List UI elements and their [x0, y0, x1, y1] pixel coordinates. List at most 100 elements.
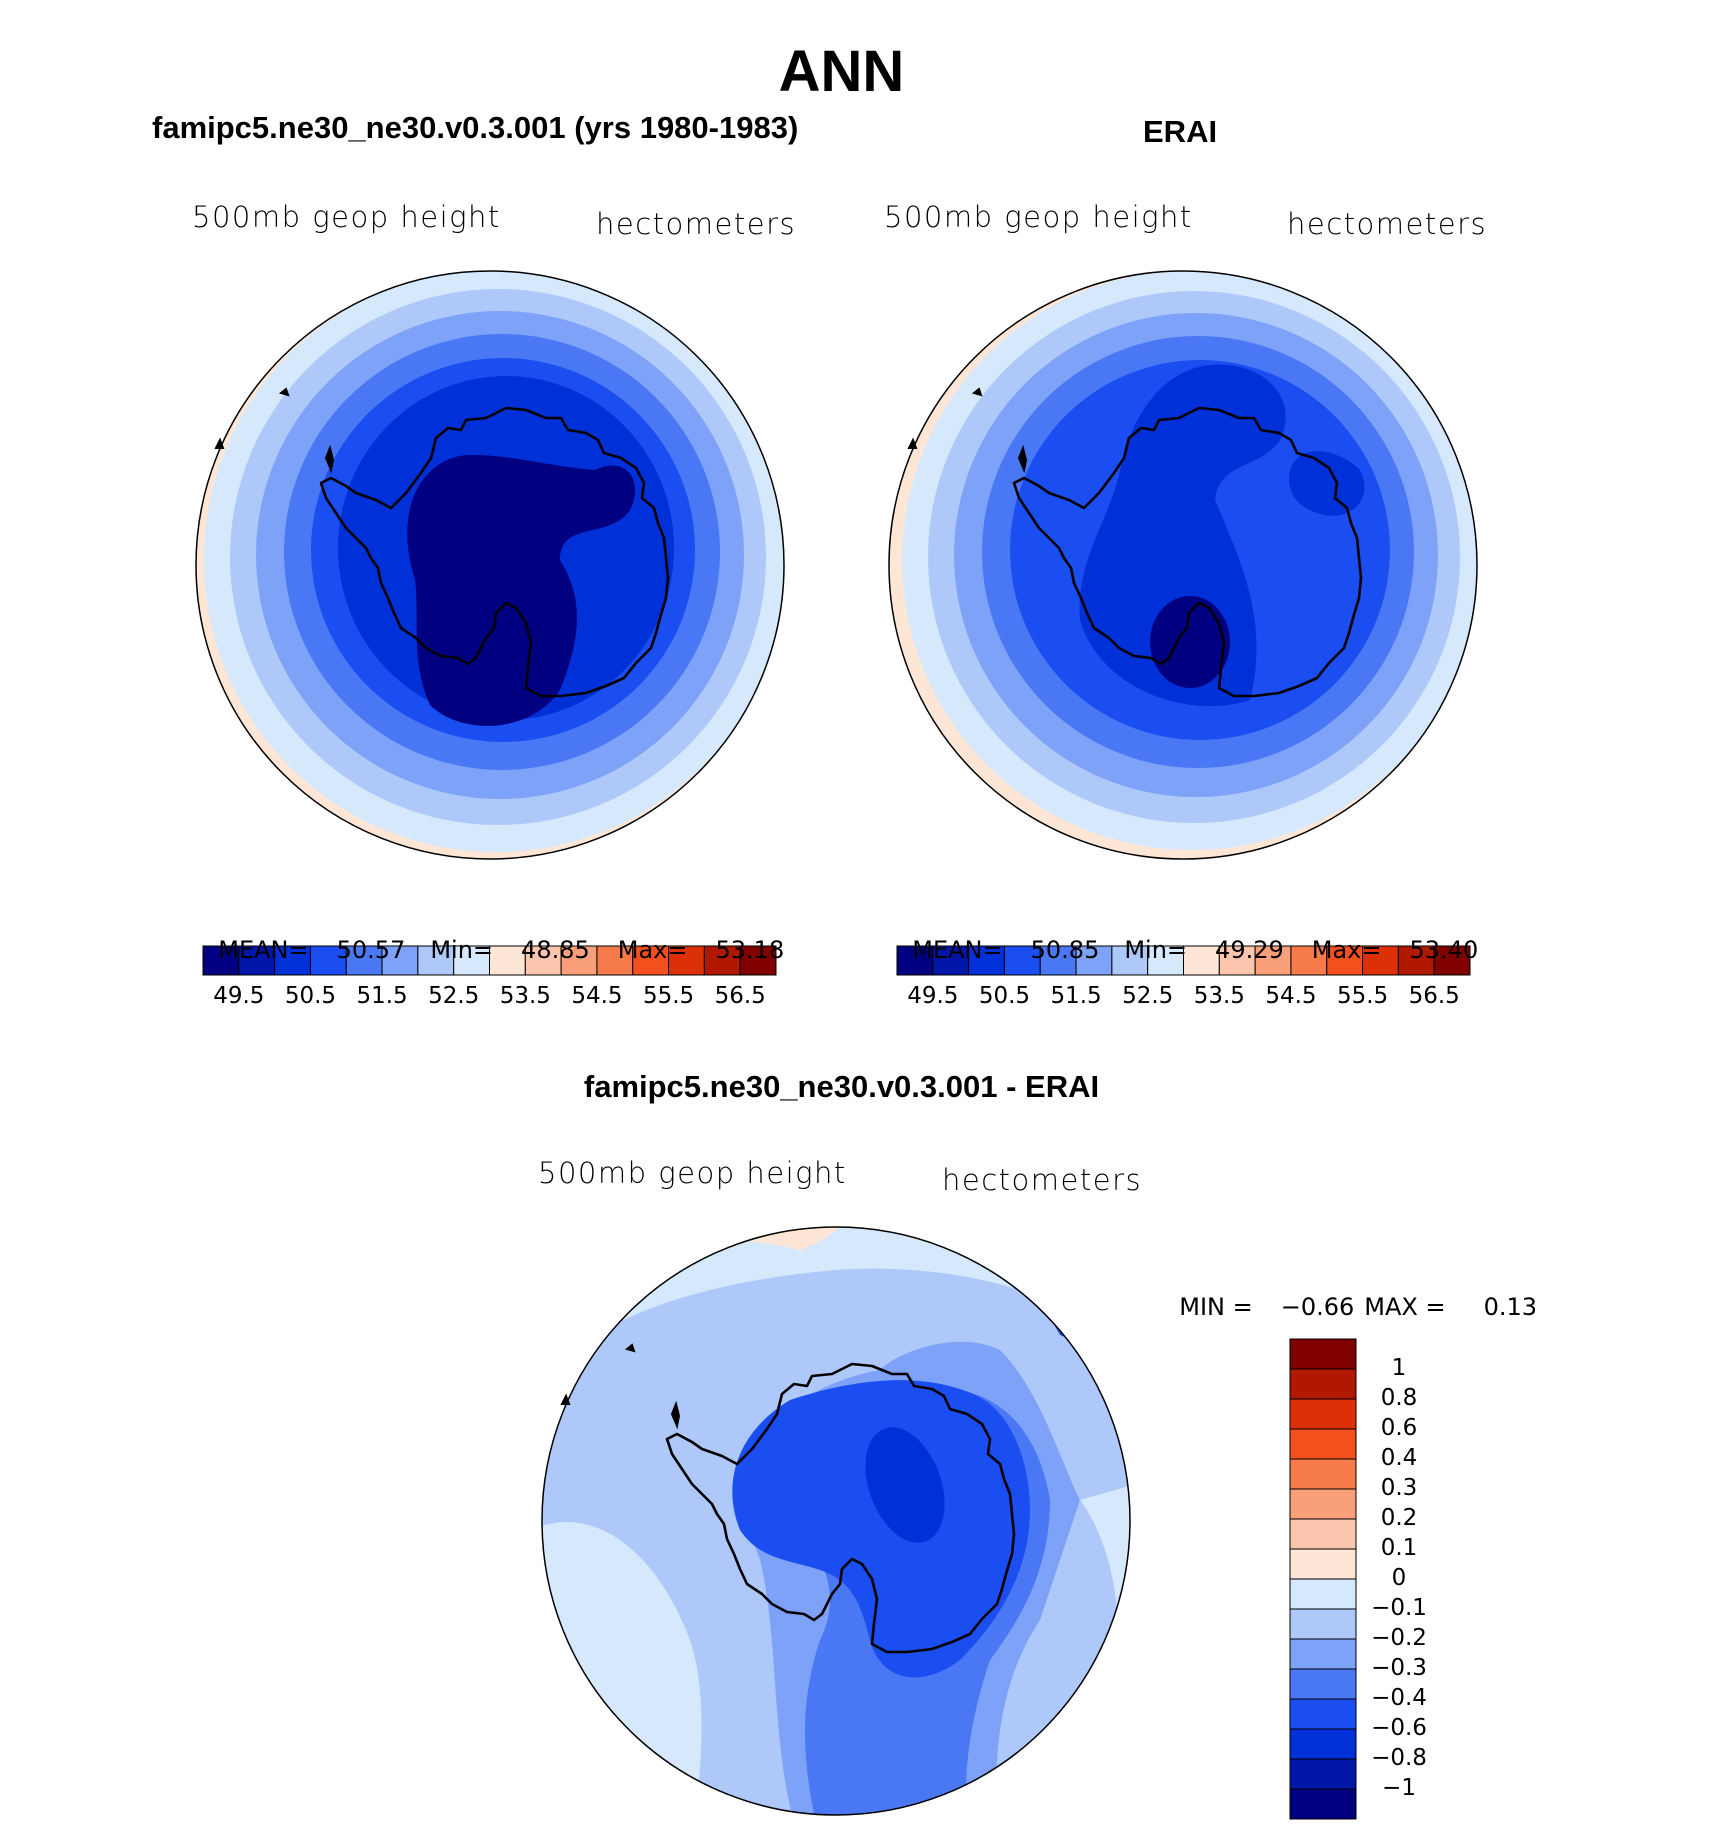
- panel3-colorbar-tick-label: 0.1: [1380, 1535, 1418, 1561]
- panel1-variable-label: 500mb geop height: [192, 200, 501, 234]
- panel3-colorbar-tick-label: −1: [1382, 1775, 1416, 1801]
- panel3-colorbar-cell: [1289, 1338, 1357, 1370]
- panel2-colorbar-cell: [1397, 945, 1435, 976]
- panel2-colorbar-tick-label: 51.5: [1050, 983, 1102, 1009]
- panel3-colorbar-cell: [1289, 1518, 1357, 1550]
- panel1-colorbar-cell: [668, 945, 705, 976]
- figure-title: ANN: [778, 39, 905, 104]
- panel2-max-value: 53.40: [1409, 936, 1479, 964]
- panel3-colorbar-cell: [1289, 1398, 1357, 1430]
- panel1-colorbar-cell: [345, 945, 383, 976]
- panel3-colorbar-cell: [1289, 1458, 1357, 1490]
- panel3-subtitle: famipc5.ne30_ne30.v0.3.001 - ERAI: [583, 1069, 1100, 1104]
- panel3-colorbar: [1289, 1338, 1357, 1820]
- panel1-colorbar-tick-label: 50.5: [284, 983, 337, 1009]
- panel1-colorbar-cell: [274, 945, 311, 976]
- panel1-map-border: [195, 270, 785, 860]
- panel2-colorbar-tick-label: 50.5: [978, 983, 1031, 1009]
- panel2-colorbar-cell: [968, 945, 1005, 976]
- panel3-colorbar-tick-label: 0.6: [1380, 1415, 1418, 1441]
- panel3-colorbar-cell: [1289, 1728, 1357, 1760]
- panel3-colorbar-cell: [1289, 1428, 1357, 1460]
- panel3-colorbar-tick-label: −0.8: [1371, 1745, 1427, 1771]
- panel3-max-value: 0.13: [1483, 1293, 1538, 1321]
- panel2-colorbar-cell: [1075, 945, 1113, 976]
- panel3-units-label: hectometers: [942, 1163, 1143, 1197]
- panel3-variable-label: 500mb geop height: [538, 1156, 847, 1190]
- panel2-colorbar-tick-label: 49.5: [907, 983, 959, 1009]
- panel1-colorbar-cell: [417, 945, 455, 976]
- panel3-colorbar-cell: [1289, 1668, 1357, 1700]
- panel2-colorbar-cell: [1003, 945, 1041, 976]
- panel3-colorbar-cell: [1289, 1758, 1357, 1790]
- panel1-colorbar-tick-label: 55.5: [642, 983, 695, 1009]
- panel3-colorbar-cell: [1289, 1578, 1357, 1610]
- panel3-map-border: [541, 1226, 1131, 1816]
- panel1-min-value: 48.85: [521, 936, 590, 964]
- panel3-colorbar-cell: [1289, 1368, 1357, 1400]
- panel2-colorbar-tick-label: 52.5: [1122, 983, 1174, 1009]
- panel2-colorbar-tick-label: 54.5: [1265, 983, 1317, 1009]
- panel3-colorbar-tick-label: 0.4: [1380, 1445, 1418, 1471]
- panel2-colorbar-cell: [1039, 945, 1077, 976]
- panel2-map-border: [888, 270, 1478, 860]
- panel3-colorbar-tick-label: 0.3: [1380, 1475, 1418, 1501]
- panel3-colorbar-tick-label: −0.6: [1371, 1715, 1427, 1741]
- panel3-max-label: MAX =: [1364, 1293, 1446, 1321]
- panel2-max-label: Max=: [1311, 936, 1382, 964]
- panel2-units-label: hectometers: [1287, 207, 1488, 241]
- panel1-colorbar-cell: [453, 945, 490, 976]
- panel3-colorbar-tick-label: −0.1: [1371, 1595, 1427, 1621]
- panel3-colorbar-cell: [1289, 1788, 1357, 1820]
- panel1-colorbar-tick-label: 49.5: [213, 983, 265, 1009]
- panel1-colorbar: [202, 945, 777, 976]
- panel1-subtitle: famipc5.ne30_ne30.v0.3.001 (yrs 1980-198…: [152, 110, 799, 145]
- panel2-colorbar-cell: [1147, 945, 1184, 976]
- panel1-max-label: Max=: [617, 936, 688, 964]
- panel3-colorbar-cell: [1289, 1608, 1357, 1640]
- panel1-colorbar-cell: [524, 945, 562, 976]
- panel3-colorbar-cell: [1289, 1638, 1357, 1670]
- panel1-colorbar-tick-label: 53.5: [499, 983, 551, 1009]
- panel2-mean-label: MEAN=: [912, 936, 1003, 964]
- panel2-stats: MEAN= 50.85 Min= 49.29 Max= 53.40: [897, 908, 1478, 964]
- panel2-min-label: Min=: [1124, 936, 1188, 964]
- panel1-colorbar-cell: [238, 945, 276, 976]
- panel1-colorbar-cell: [632, 945, 670, 976]
- panel1-colorbar-cell: [309, 945, 347, 976]
- panel3-colorbar-tick-label: 0.8: [1380, 1385, 1418, 1411]
- panel3-colorbar-tick-label: −0.3: [1371, 1655, 1427, 1681]
- panel2-colorbar-tick-label: 53.5: [1193, 983, 1245, 1009]
- panel2-colorbar-tick-label: 56.5: [1408, 983, 1460, 1009]
- panel2-min-value: 49.29: [1215, 936, 1284, 964]
- panel1-mean-label: MEAN=: [218, 936, 309, 964]
- panel3-colorbar-tick-label: −0.4: [1371, 1685, 1427, 1711]
- panel1-colorbar-tick-label: 52.5: [428, 983, 480, 1009]
- panel1-mean-value: 50.57: [336, 936, 406, 964]
- panel3-map: [542, 1227, 1130, 1815]
- panel1-colorbar-tick-label: 54.5: [571, 983, 623, 1009]
- panel2-map: [889, 271, 1477, 859]
- panel3-colorbar-tick-label: 1: [1391, 1355, 1407, 1381]
- panel3-colorbar-tick-label: −0.2: [1371, 1625, 1427, 1651]
- panel1-stats: MEAN= 50.57 Min= 48.85 Max= 53.18: [203, 908, 784, 964]
- panel1-colorbar-cell: [739, 945, 777, 976]
- panel3-min-label: MIN =: [1179, 1293, 1253, 1321]
- panel2-colorbar-cell: [1433, 945, 1471, 976]
- panel1-map: [196, 271, 784, 859]
- panel1-colorbar-tick-label: 56.5: [714, 983, 766, 1009]
- panel3-colorbar-tick-label: 0: [1391, 1565, 1407, 1591]
- panel3-stats: MIN = −0.66 MAX = 0.13: [1164, 1265, 1537, 1321]
- panel3-colorbar-cell: [1289, 1698, 1357, 1730]
- panel2-mean-value: 50.85: [1030, 936, 1100, 964]
- panel2-colorbar: [896, 945, 1471, 976]
- panel1-min-label: Min=: [430, 936, 494, 964]
- panel1-colorbar-tick-label: 51.5: [356, 983, 408, 1009]
- panel1-max-value: 53.18: [715, 936, 785, 964]
- panel3-min-value: −0.66: [1280, 1293, 1355, 1321]
- panel3-colorbar-cell: [1289, 1548, 1357, 1580]
- panel1-colorbar-cell: [560, 945, 598, 976]
- panel2-colorbar-cell: [932, 945, 970, 976]
- panel2-colorbar-tick-label: 55.5: [1336, 983, 1389, 1009]
